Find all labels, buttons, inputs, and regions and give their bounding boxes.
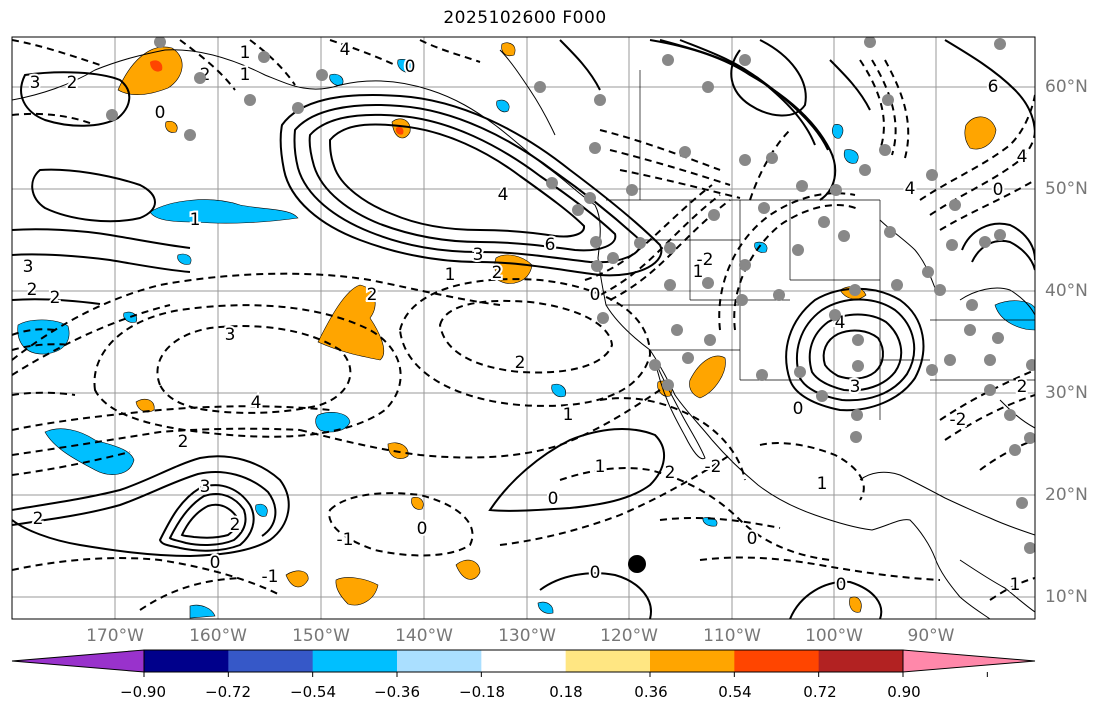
lon-label: 110°W bbox=[703, 626, 761, 646]
colorbar-tick-label: −0.36 bbox=[374, 683, 420, 701]
lon-label: 140°W bbox=[395, 626, 453, 646]
colorbar-segment bbox=[397, 650, 482, 672]
marker-dot bbox=[628, 555, 646, 573]
lat-label: 50°N bbox=[1045, 179, 1088, 199]
colorbar-tick-label: −0.18 bbox=[459, 683, 505, 701]
contour-label: 0 bbox=[993, 180, 1004, 200]
lat-label: 60°N bbox=[1045, 77, 1088, 97]
contour-label: 2 bbox=[230, 515, 241, 535]
contour-label: -1 bbox=[337, 530, 354, 550]
lon-label: 130°W bbox=[498, 626, 556, 646]
contour-label: 2 bbox=[178, 432, 189, 452]
contour-label: 0 bbox=[793, 399, 804, 419]
contour-label: 0 bbox=[155, 103, 166, 123]
contour-label: 4 bbox=[340, 40, 351, 60]
colorbar-tick-label: 0.90 bbox=[887, 683, 921, 701]
contour-label: 0 bbox=[836, 575, 847, 595]
contour-label: 2 bbox=[27, 280, 38, 300]
colorbar-extend-low bbox=[11, 649, 145, 673]
contour-label: 1 bbox=[240, 65, 251, 85]
contour-label: 0 bbox=[590, 285, 601, 305]
contour-label: 0 bbox=[548, 489, 559, 509]
colorbar-tick-label: 0.18 bbox=[549, 683, 583, 701]
colorbar-tick-label: −0.72 bbox=[205, 683, 251, 701]
contour-label: 2 bbox=[1017, 377, 1028, 397]
colorbar-tick-label: 0.54 bbox=[718, 683, 752, 701]
contour-label: -1 bbox=[262, 567, 279, 587]
contour-label: -2 bbox=[697, 250, 714, 270]
colorbar-segment bbox=[228, 650, 314, 672]
lat-label: 30°N bbox=[1045, 383, 1088, 403]
contour-label: 2 bbox=[515, 353, 526, 373]
lat-label: 10°N bbox=[1045, 587, 1088, 607]
contour-label: 1 bbox=[445, 265, 456, 285]
colorbar-segment bbox=[818, 650, 904, 672]
contour-label: 1 bbox=[595, 457, 606, 477]
contour-label: -2 bbox=[705, 457, 722, 477]
lat-label: 20°N bbox=[1045, 485, 1088, 505]
lon-label: 170°W bbox=[86, 626, 144, 646]
contour-label: 0 bbox=[590, 563, 601, 583]
contour-labels: 3 2 2 1 1 0 0 4 2 3 2 1 3 2 4 1 3 6 0 2 … bbox=[21, 38, 1030, 597]
colorbar-extend-high bbox=[902, 649, 1036, 673]
contour-label: 1 bbox=[817, 474, 828, 494]
contour-label: 1 bbox=[693, 262, 704, 282]
colorbar bbox=[11, 649, 1036, 677]
contour-label: 3 bbox=[30, 73, 41, 93]
contour-label: 0 bbox=[417, 519, 428, 539]
state-borders bbox=[606, 70, 1035, 420]
contour-label: 0 bbox=[210, 553, 221, 573]
contour-label: 2 bbox=[665, 463, 676, 483]
contour-label: 1 bbox=[190, 210, 201, 230]
contour-label: 2 bbox=[50, 288, 61, 308]
map-plot: 3 2 2 1 1 0 0 4 2 3 2 1 3 2 4 1 3 6 0 2 … bbox=[11, 36, 1036, 620]
colorbar-frame bbox=[143, 649, 904, 673]
lon-label: 150°W bbox=[292, 626, 350, 646]
station-dots bbox=[106, 37, 1035, 554]
colorbar-tick-label: −0.54 bbox=[290, 683, 336, 701]
colorbar-tick-label: 0.72 bbox=[803, 683, 837, 701]
colorbar-segment bbox=[650, 650, 735, 672]
contour-label: 1 bbox=[240, 43, 251, 63]
lon-label: 100°W bbox=[805, 626, 863, 646]
contour-label: 4 bbox=[251, 393, 262, 413]
red-shaded-regions bbox=[150, 60, 404, 135]
contour-label: 1 bbox=[563, 405, 574, 425]
map-frame bbox=[11, 36, 1036, 620]
contour-label: 3 bbox=[200, 477, 211, 497]
solid-contours bbox=[12, 39, 1035, 619]
contour-label: 2 bbox=[33, 509, 44, 529]
colorbar-segment bbox=[481, 650, 567, 672]
contour-label: 2 bbox=[492, 263, 503, 283]
contour-label: 6 bbox=[988, 77, 999, 97]
contour-label: 4 bbox=[905, 179, 916, 199]
colorbar-tick-label: 0.36 bbox=[634, 683, 668, 701]
colorbar-tick-label: −0.90 bbox=[120, 683, 166, 701]
contour-label: 1 bbox=[1010, 575, 1021, 595]
contour-label: 0 bbox=[747, 529, 758, 549]
gridlines bbox=[12, 37, 1035, 619]
lon-label: 120°W bbox=[600, 626, 658, 646]
contour-label: 4 bbox=[1017, 147, 1028, 167]
contour-label: 3 bbox=[850, 377, 861, 397]
lat-label: 40°N bbox=[1045, 281, 1088, 301]
contour-label: 2 bbox=[67, 73, 78, 93]
contour-label: 6 bbox=[545, 235, 556, 255]
contour-label: 2 bbox=[367, 285, 378, 305]
colorbar-segment bbox=[312, 650, 398, 672]
contour-label: 3 bbox=[473, 245, 484, 265]
map-title: 2025102600 F000 bbox=[443, 8, 607, 28]
contour-label: 3 bbox=[23, 257, 34, 277]
contour-label: -2 bbox=[950, 410, 967, 430]
contour-label: 3 bbox=[225, 325, 236, 345]
lon-label: 90°W bbox=[907, 626, 955, 646]
contour-label: 4 bbox=[498, 185, 509, 205]
colorbar-segment bbox=[144, 650, 229, 672]
colorbar-segment bbox=[734, 650, 820, 672]
contour-label: 0 bbox=[405, 57, 416, 77]
lon-label: 160°W bbox=[189, 626, 247, 646]
colorbar-segment bbox=[565, 650, 651, 672]
